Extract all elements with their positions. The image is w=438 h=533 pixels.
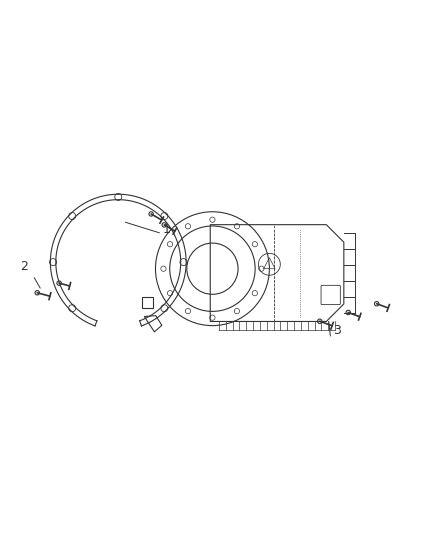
Circle shape [180, 259, 187, 265]
Circle shape [49, 259, 57, 265]
Circle shape [185, 309, 191, 314]
Circle shape [167, 241, 173, 247]
Circle shape [185, 224, 191, 229]
Circle shape [161, 266, 166, 271]
Circle shape [252, 241, 258, 247]
Circle shape [210, 217, 215, 222]
Text: 2: 2 [20, 260, 28, 273]
Circle shape [69, 305, 76, 312]
Circle shape [252, 290, 258, 296]
Circle shape [161, 213, 168, 220]
Circle shape [234, 224, 240, 229]
Circle shape [234, 309, 240, 314]
Circle shape [161, 305, 168, 312]
Circle shape [259, 266, 264, 271]
Circle shape [69, 213, 76, 220]
Text: 3: 3 [333, 324, 341, 336]
Circle shape [210, 315, 215, 320]
Circle shape [115, 193, 122, 200]
Text: 1: 1 [162, 223, 170, 236]
Circle shape [167, 290, 173, 296]
